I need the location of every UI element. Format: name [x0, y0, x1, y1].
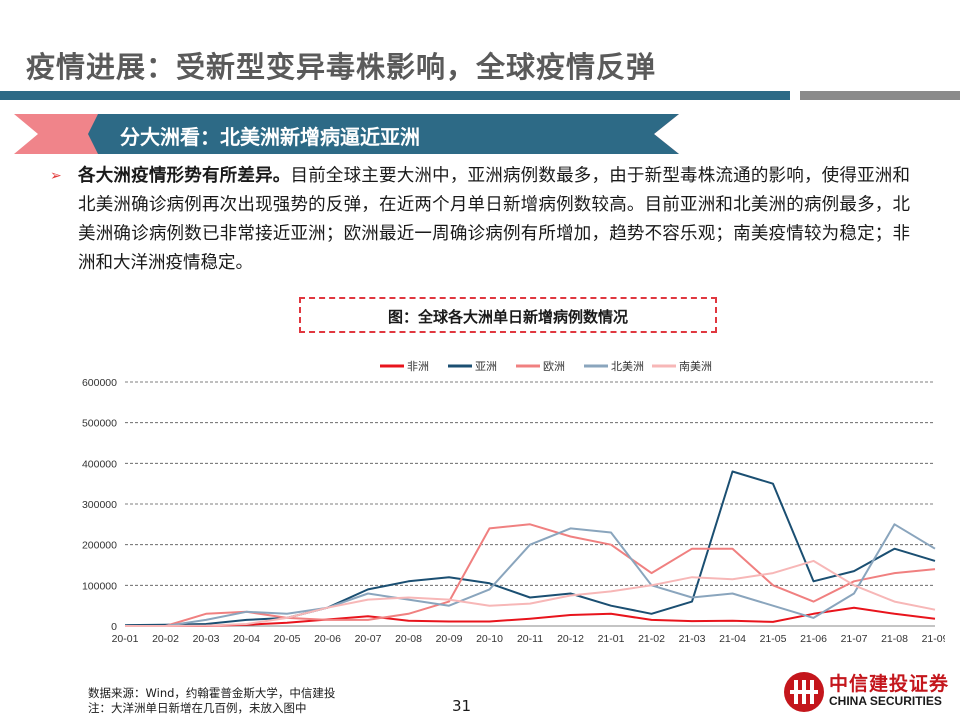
x-tick-label: 20-12: [557, 633, 584, 645]
series-line: [124, 470, 936, 627]
x-tick-label: 21-07: [841, 633, 868, 645]
legend-label: 欧洲: [543, 360, 565, 373]
logo-text-en: CHINA SECURITIES: [829, 694, 942, 708]
y-tick-label: 100000: [82, 580, 117, 592]
x-tick-label: 21-05: [760, 633, 787, 645]
figure-title-box: [299, 297, 717, 333]
page-number: 31: [452, 697, 472, 715]
x-tick-label: 21-04: [719, 633, 746, 645]
y-tick-label: 600000: [82, 377, 117, 389]
legend-label: 亚洲: [475, 360, 497, 373]
page-title: 疫情进展：受新型变异毒株影响，全球疫情反弹: [26, 50, 657, 84]
x-tick-label: 20-06: [314, 633, 341, 645]
line-chart: 0 100000 200000 300000 400000 500000 600000 20-…: [82, 360, 945, 645]
header-rule: [0, 91, 790, 100]
paragraph-text: 目前全球主要大洲中，亚洲病例数最多，由于新型毒株流通的影响，使得亚洲和北美洲确诊…: [78, 166, 911, 273]
section-banner: [14, 114, 679, 154]
x-tick-label: 21-06: [800, 633, 827, 645]
body-paragraph: 各大洲疫情形势有所差异。目前全球主要大洲中，亚洲病例数最多，由于新型毒株流通的影…: [78, 162, 910, 278]
x-tick-label: 20-09: [436, 633, 463, 645]
x-tick-label: 20-11: [517, 633, 543, 645]
china-securities-logo-icon: [784, 672, 824, 712]
y-tick-label: 400000: [82, 458, 117, 470]
logo-text-cn: 中信建投证券: [829, 673, 950, 695]
series-line: [125, 523, 936, 627]
paragraph-lead: 各大洲疫情形势有所差异。: [78, 166, 291, 186]
header-rule-gray: [800, 91, 960, 100]
x-tick-label: 20-02: [152, 633, 179, 645]
x-tick-label: 20-03: [193, 633, 220, 645]
legend-label: 非洲: [407, 360, 429, 373]
x-tick-label: 21-09: [922, 633, 945, 645]
legend-label: 北美洲: [611, 360, 644, 373]
series-line: [125, 606, 936, 627]
x-tick-label: 21-03: [679, 633, 706, 645]
y-tick-label: 300000: [82, 499, 117, 511]
x-tick-label: 20-05: [274, 633, 301, 645]
y-tick-label: 500000: [82, 418, 117, 430]
section-heading: 分大洲看：北美洲新增病逼近亚洲: [120, 125, 420, 149]
y-tick-label: 200000: [82, 540, 117, 552]
x-tick-label: 20-08: [395, 633, 422, 645]
x-tick-label: 20-07: [355, 633, 382, 645]
y-tick-label: 0: [111, 621, 117, 633]
series-line: [125, 559, 936, 627]
x-tick-label: 21-01: [598, 633, 625, 645]
x-tick-label: 21-02: [638, 633, 665, 645]
chart-note: 注：大洋洲单日新增在几百例，未放入图中: [88, 701, 307, 715]
figure-title: 图：全球各大洲单日新增病例数情况: [387, 308, 628, 326]
x-tick-label: 20-01: [112, 633, 139, 645]
series-line: [125, 523, 936, 627]
data-source: 数据来源：Wind，约翰霍普金斯大学，中信建投: [88, 686, 336, 700]
x-tick-label: 21-08: [881, 633, 908, 645]
legend-label: 南美洲: [679, 360, 712, 373]
x-tick-label: 20-10: [476, 633, 503, 645]
bullet-arrow-icon: ➢: [50, 168, 62, 184]
x-tick-label: 20-04: [233, 633, 260, 645]
